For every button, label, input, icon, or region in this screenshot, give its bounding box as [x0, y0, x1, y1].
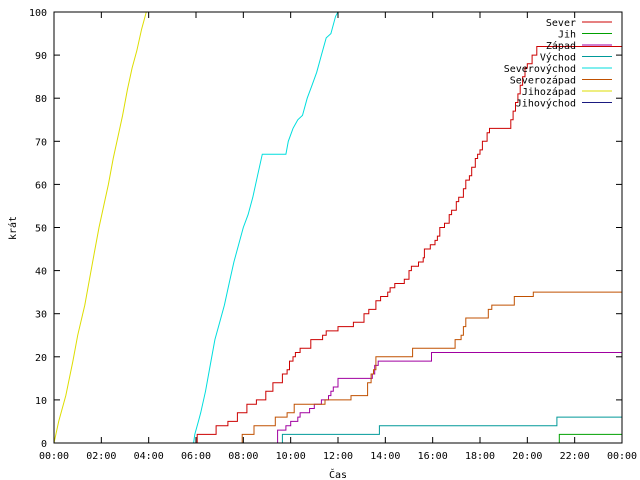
x-tick-label: 20:00: [512, 451, 542, 462]
x-tick-label: 06:00: [181, 451, 211, 462]
legend-label: Sever: [546, 18, 576, 29]
series-line-jihozápad: [53, 11, 147, 444]
x-tick-label: 00:00: [39, 451, 69, 462]
y-tick-label: 70: [35, 137, 47, 148]
x-tick-label: 18:00: [465, 451, 495, 462]
series-line-severovýchod: [54, 11, 339, 444]
legend-label: Jihovýchod: [516, 98, 576, 110]
legend-label: Jihozápad: [522, 86, 576, 98]
axis-ticks: 0 10 20 30 40 50 60 70 80 90 100 00:00 02:00 04:00 06:…: [29, 8, 637, 462]
x-tick-label: 00:00: [607, 451, 637, 462]
y-tick-label: 80: [35, 94, 47, 105]
y-tick-label: 50: [35, 224, 47, 235]
y-tick-label: 20: [35, 353, 47, 364]
legend: SeverJihZápadVýchodSeverovýchodSeverozáp…: [504, 18, 612, 110]
x-tick-label: 12:00: [323, 451, 353, 462]
legend-label: Východ: [540, 52, 576, 64]
x-tick-label: 08:00: [228, 451, 258, 462]
x-tick-label: 04:00: [134, 451, 164, 462]
legend-label: Severovýchod: [504, 63, 576, 75]
x-tick-label: 10:00: [276, 451, 306, 462]
y-tick-label: 30: [35, 310, 47, 321]
legend-label: Jih: [558, 30, 576, 41]
x-tick-label: 16:00: [418, 451, 448, 462]
y-axis-label: krát: [7, 216, 19, 240]
legend-label: Západ: [546, 40, 576, 52]
series-line-severozápad: [54, 291, 622, 444]
y-tick-label: 40: [35, 267, 47, 278]
y-tick-label: 10: [35, 396, 47, 407]
x-axis-label: Čas: [329, 468, 347, 480]
series-line-sever: [54, 46, 622, 444]
y-tick-label: 90: [35, 51, 47, 62]
x-tick-label: 14:00: [370, 451, 400, 462]
y-tick-label: 0: [41, 439, 47, 450]
y-tick-label: 60: [35, 180, 47, 191]
legend-label: Severozápad: [510, 75, 576, 87]
x-tick-label: 02:00: [86, 451, 116, 462]
y-tick-label: 100: [29, 8, 47, 19]
x-tick-label: 22:00: [560, 451, 590, 462]
